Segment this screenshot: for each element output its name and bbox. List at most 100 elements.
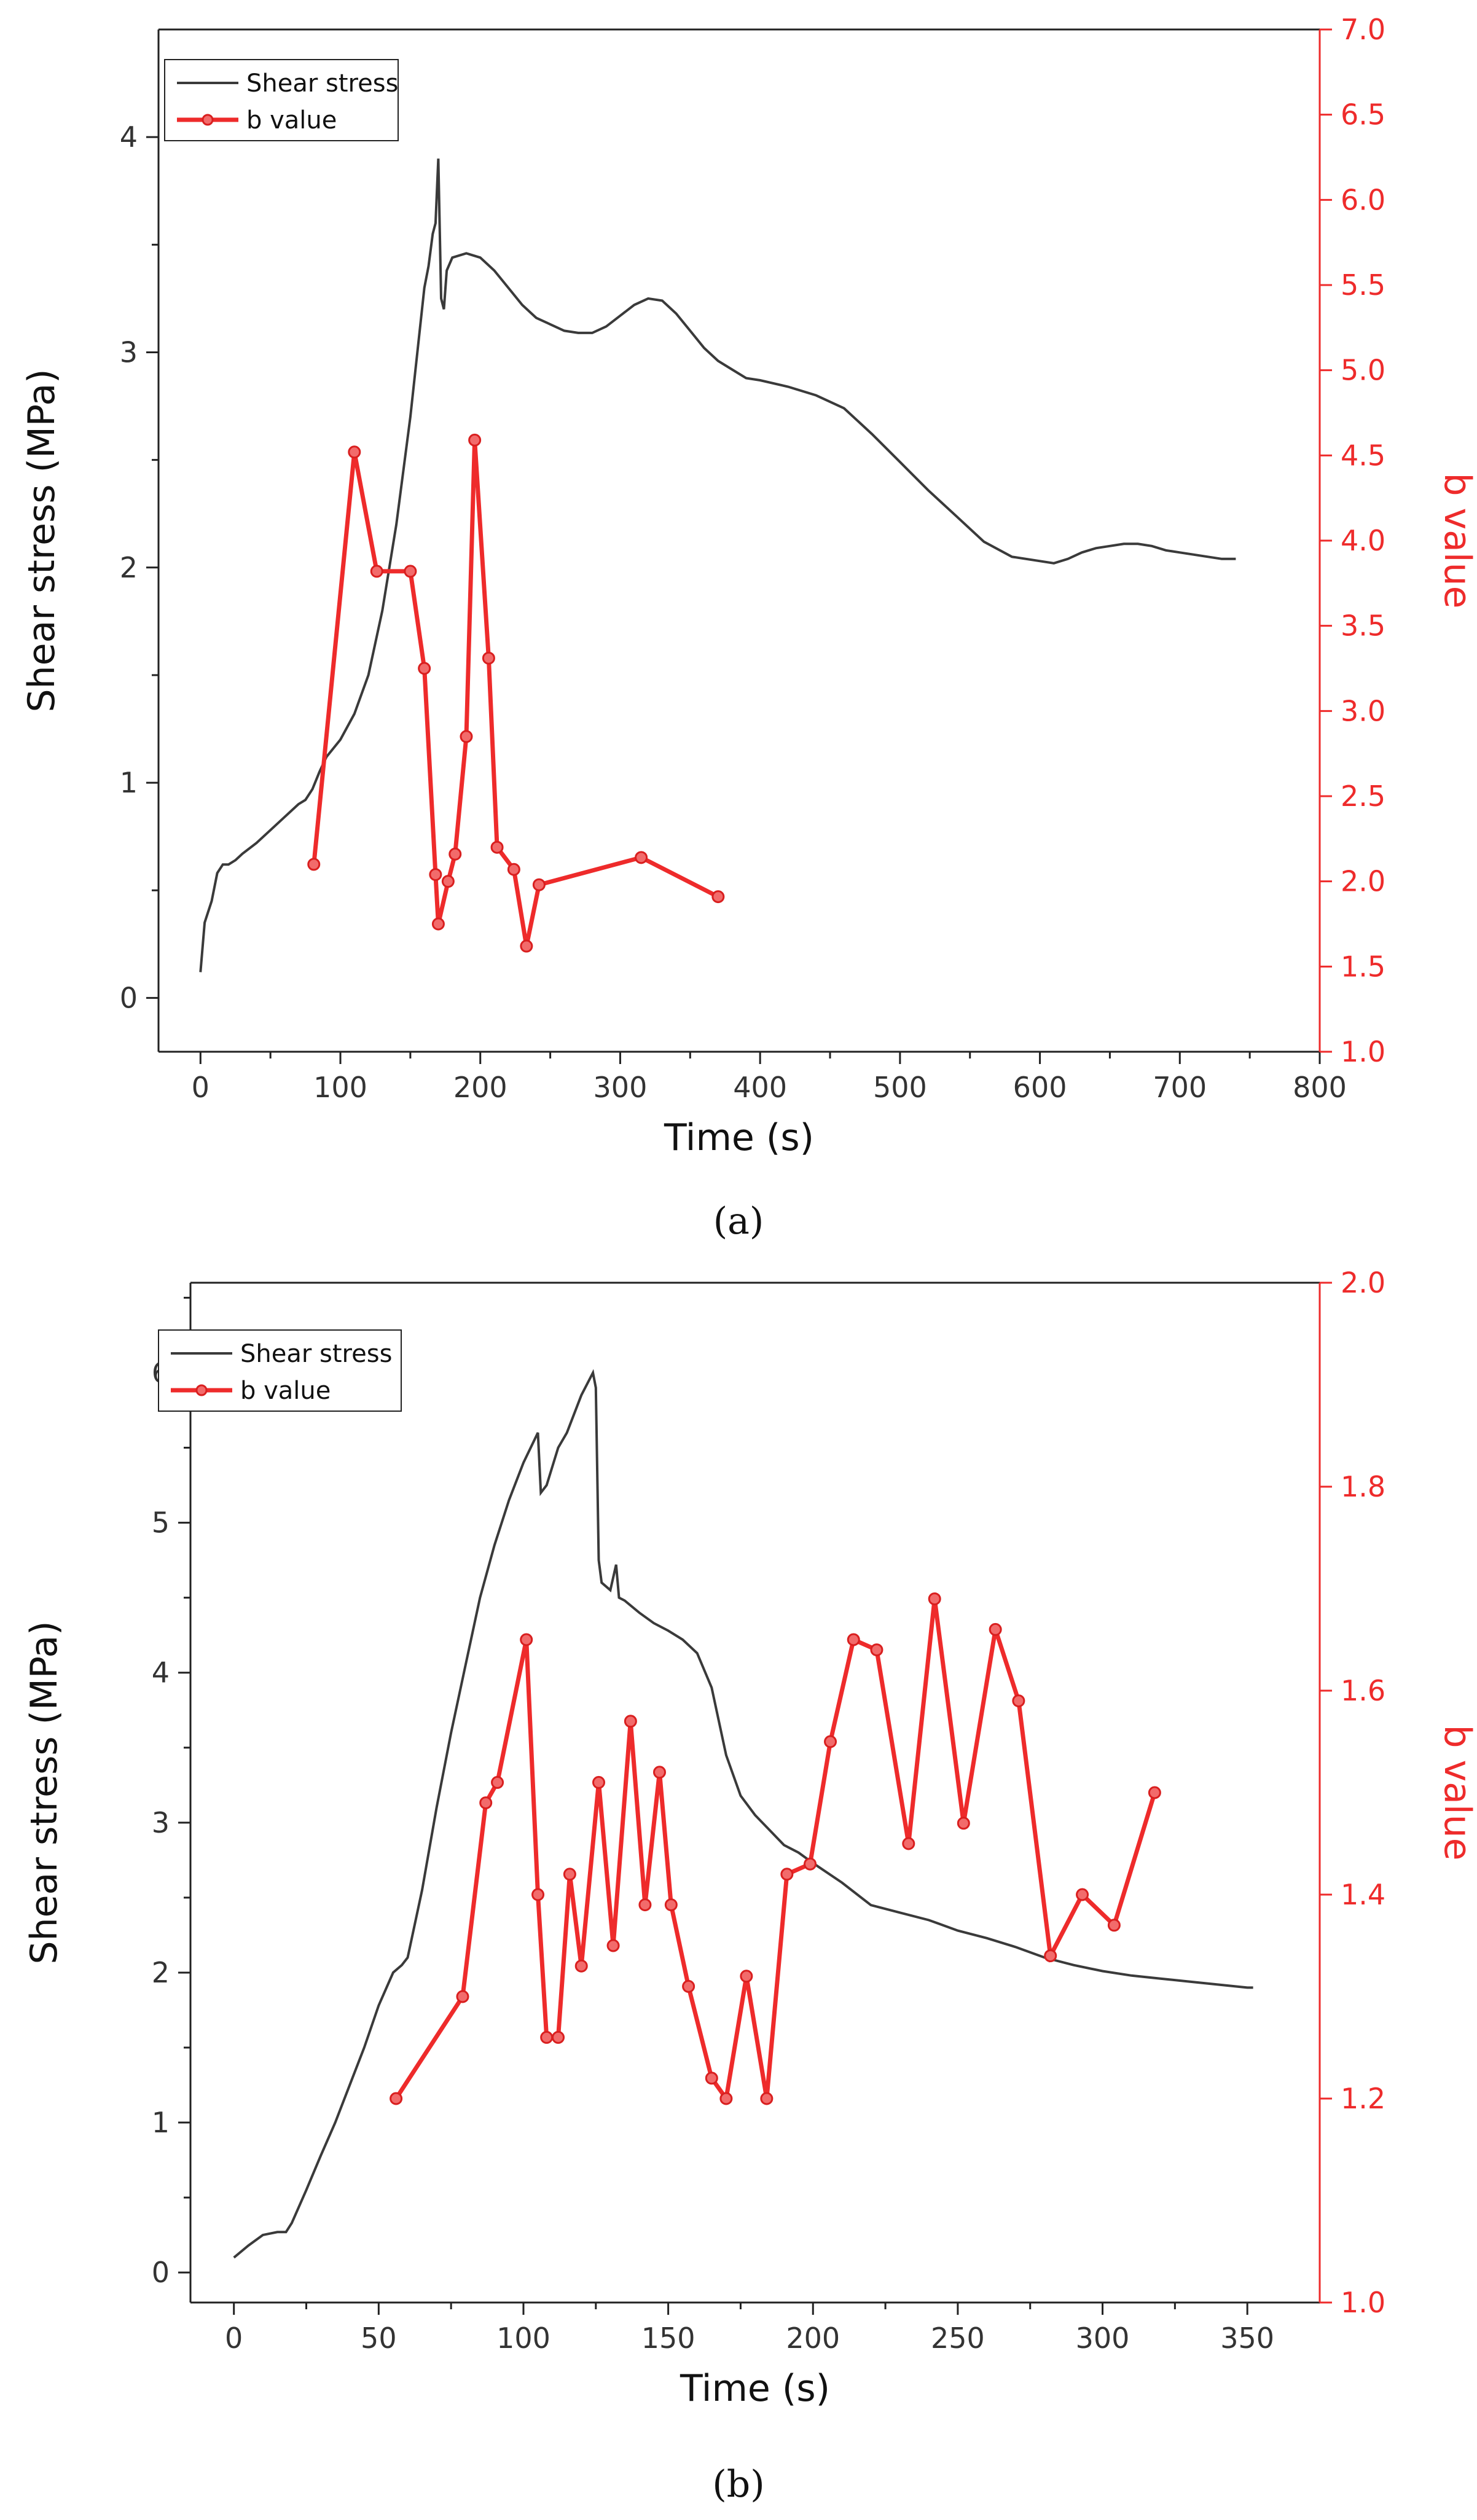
y-tick-label: 3 [152, 1806, 170, 1839]
y2-tick-label: 1.6 [1341, 1674, 1385, 1707]
y2-tick-label: 5.0 [1341, 354, 1385, 387]
b-value-point [468, 433, 482, 447]
y2-tick-label: 1.8 [1341, 1470, 1385, 1503]
b-value-point [507, 863, 520, 876]
b-value-point [957, 1817, 970, 1830]
b-value-point [606, 1939, 620, 1952]
y-axis-title: Shear stress (MPa) [23, 1621, 66, 1964]
x-tick-label: 250 [931, 2322, 985, 2355]
b-value-point [1107, 1919, 1121, 1932]
b-value-point [348, 445, 361, 459]
b-value-point [760, 2092, 774, 2105]
y2-tick-label: 5.5 [1341, 268, 1385, 302]
b-value-point [429, 868, 442, 882]
x-tick-label: 50 [361, 2322, 397, 2355]
y2-tick-label: 1.5 [1341, 950, 1385, 983]
b-value-point [902, 1837, 915, 1850]
b-value-point [780, 1868, 794, 1881]
y-axis-title: Shear stress (MPa) [20, 369, 63, 712]
y2-tick-label: 6.5 [1341, 98, 1385, 131]
y-tick-label: 4 [120, 120, 138, 154]
x-tick-label: 0 [192, 1071, 210, 1104]
b-value-point [479, 1796, 493, 1810]
x-axis-title: Time (s) [664, 1116, 814, 1159]
y2-tick-label: 3.5 [1341, 609, 1385, 643]
legend-label-b-value: b value [240, 1377, 331, 1405]
b-value-point [719, 2092, 733, 2105]
x-tick-label: 700 [1153, 1071, 1207, 1104]
y2-tick-label: 1.0 [1341, 2286, 1385, 2319]
b-value-point [705, 2072, 718, 2085]
b-value-point [456, 1990, 469, 2003]
b-value-point [520, 1633, 533, 1646]
y-tick-label: 0 [152, 2256, 170, 2289]
legend-label-shear-stress: Shear stress [240, 1340, 392, 1368]
shear-stress-line [199, 158, 1236, 972]
b-value-point [592, 1775, 606, 1789]
y2-tick-label: 1.4 [1341, 1878, 1385, 1911]
legend: Shear stress b value [158, 1329, 402, 1412]
b-value-point [740, 1970, 753, 1983]
y2-tick-label: 4.5 [1341, 439, 1385, 472]
b-value-point [490, 840, 504, 854]
b-value-point [711, 890, 725, 904]
x-tick-label: 350 [1220, 2322, 1274, 2355]
b-value-point [307, 858, 321, 871]
panel-caption: (a) [713, 1200, 764, 1243]
b-value-point [441, 875, 455, 888]
legend: Shear stress b value [164, 59, 399, 141]
chart-panel-b: 05010015020025030035001234561.01.21.41.6… [23, 1266, 1477, 2506]
shear-stress-line [233, 1369, 1253, 2259]
x-tick-label: 0 [225, 2322, 243, 2355]
legend-box [158, 1329, 402, 1412]
y2-tick-label: 4.0 [1341, 524, 1385, 557]
b-value-point [1076, 1888, 1089, 1901]
x-tick-label: 600 [1013, 1071, 1067, 1104]
b-value-point [574, 1959, 588, 1973]
b-value-point [1148, 1786, 1161, 1799]
x-tick-label: 100 [496, 2322, 550, 2355]
b-value-point [370, 565, 383, 578]
legend-marker-b-value [202, 114, 214, 126]
y-tick-label: 5 [152, 1506, 170, 1540]
panel-caption: (b) [712, 2463, 764, 2506]
y-tick-label: 1 [120, 766, 138, 799]
b-value-point [804, 1857, 817, 1871]
b-value-point [460, 730, 473, 743]
y2-tick-label: 2.5 [1341, 780, 1385, 813]
y-tick-label: 0 [120, 981, 138, 1014]
y-tick-label: 2 [120, 551, 138, 584]
b-value-point [1012, 1694, 1025, 1708]
b-value-point [635, 851, 648, 864]
x-tick-label: 200 [453, 1071, 507, 1104]
legend-marker-b-value [195, 1384, 208, 1396]
b-value-point [404, 565, 417, 578]
y2-tick-label: 1.2 [1341, 2082, 1385, 2115]
b-value-point [652, 1766, 666, 1779]
b-value-point [540, 2030, 554, 2044]
b-value-point [624, 1715, 637, 1728]
b-value-point [482, 651, 495, 665]
b-value-point [682, 1979, 695, 1993]
x-tick-label: 500 [873, 1071, 927, 1104]
x-axis-title: Time (s) [680, 2367, 830, 2410]
y2-tick-label: 1.0 [1341, 1035, 1385, 1068]
b-value-point [824, 1735, 837, 1748]
y2-tick-label: 3.0 [1341, 694, 1385, 727]
x-tick-label: 100 [313, 1071, 367, 1104]
legend-label-b-value: b value [246, 106, 337, 135]
b-value-point [870, 1643, 883, 1657]
legend-label-shear-stress: Shear stress [246, 69, 398, 98]
b-value-point [1044, 1949, 1057, 1963]
b-value-point [418, 662, 431, 675]
y2-tick-label: 2.0 [1341, 865, 1385, 898]
b-value-point [390, 2092, 403, 2105]
x-tick-label: 400 [733, 1071, 787, 1104]
y-tick-label: 3 [120, 335, 138, 369]
x-tick-label: 800 [1293, 1071, 1347, 1104]
b-value-point [563, 1868, 576, 1881]
y2-axis-title: b value [1436, 1724, 1477, 1860]
b-value-point [431, 917, 445, 931]
